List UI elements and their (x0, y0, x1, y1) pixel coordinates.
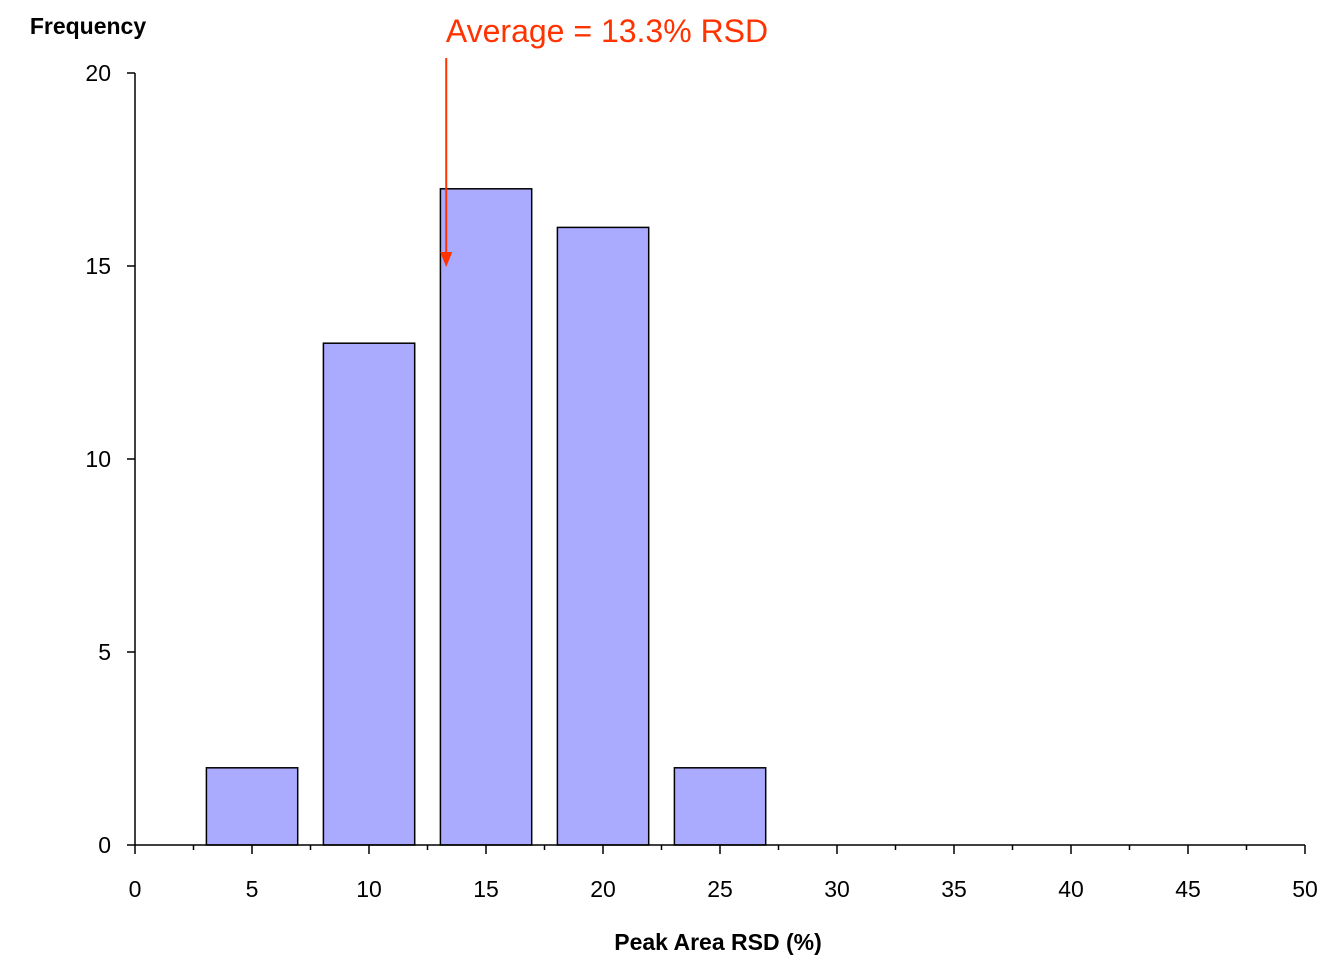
x-tick-label: 35 (941, 876, 967, 902)
y-tick-label: 0 (98, 832, 111, 858)
x-tick-label: 50 (1292, 876, 1318, 902)
x-tick-label: 10 (356, 876, 382, 902)
x-tick-label: 0 (129, 876, 142, 902)
average-annotation: Average = 13.3% RSD (440, 13, 768, 267)
x-tick-label: 20 (590, 876, 616, 902)
y-tick-label: 20 (85, 60, 111, 86)
x-tick-label: 25 (707, 876, 733, 902)
y-tick-label: 10 (85, 446, 111, 472)
y-axis-title: Frequency (30, 13, 147, 39)
bar-25 (673, 767, 767, 846)
x-tick-label: 15 (473, 876, 499, 902)
bar-5 (205, 767, 299, 846)
x-axis-title: Peak Area RSD (%) (614, 929, 822, 955)
y-tick-label: 15 (85, 253, 111, 279)
annotation-label: Average = 13.3% RSD (446, 13, 768, 49)
bar-15 (439, 188, 533, 846)
annotation-arrow-head (440, 252, 453, 267)
x-tick-label: 30 (824, 876, 850, 902)
axes-group: 0 5 10 15 20 0 5 10 15 20 25 30 35 40 45 50 (85, 60, 1317, 902)
x-tick-label: 45 (1175, 876, 1201, 902)
bar-20 (556, 226, 650, 846)
y-tick-label: 5 (98, 639, 111, 665)
bar-10 (322, 342, 416, 846)
x-tick-label: 5 (246, 876, 259, 902)
x-tick-label: 40 (1058, 876, 1084, 902)
bars-group (205, 188, 767, 846)
